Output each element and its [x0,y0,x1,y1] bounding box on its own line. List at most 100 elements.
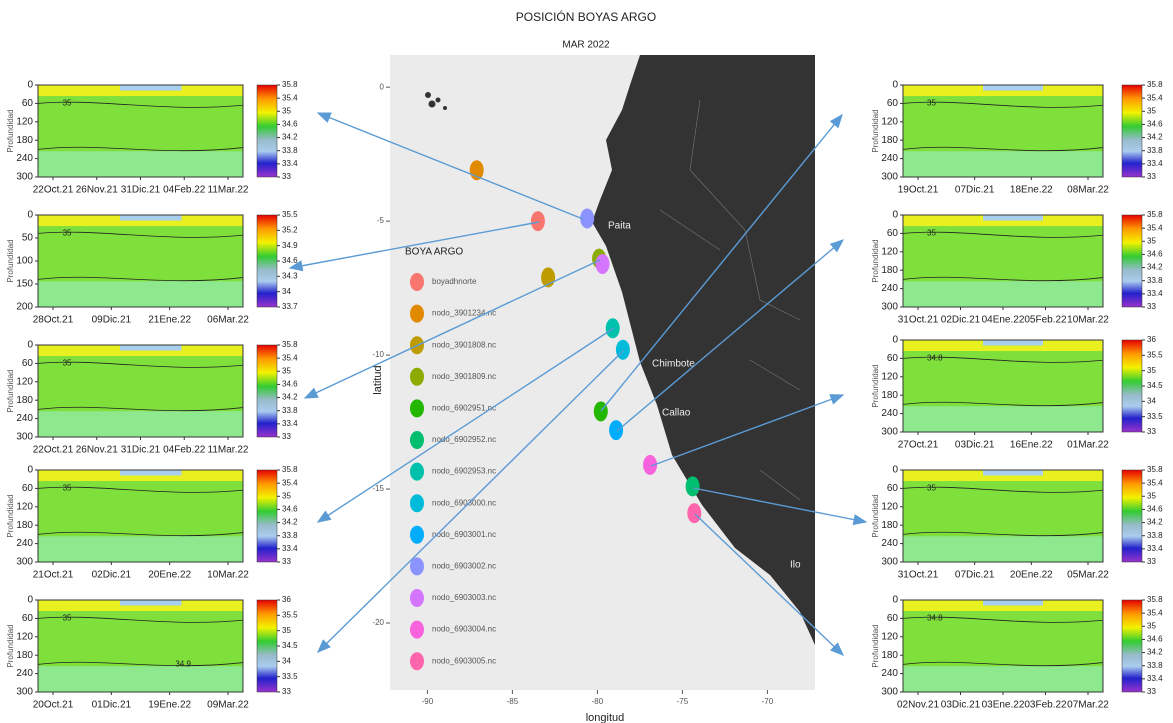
field-deep [903,151,1103,177]
contour-label: 35 [927,484,936,493]
legend-label: nodo_6903003.nc [432,593,496,602]
legend-swatch [410,368,424,386]
x-tick-label: 26Nov.21 [76,445,119,456]
colorbar-label: 35.4 [1147,478,1163,487]
contour-label: 34.9 [175,660,191,669]
y-tick-label: 120 [16,631,33,642]
depth-section-panel: 35060120180240300Profundidad22Oct.2126No… [6,80,298,196]
x-tick-label: -70 [762,697,774,706]
x-tick-label: 07Mar.22 [1067,700,1109,711]
y-axis-label: latitud [372,365,384,394]
buoy [531,211,545,231]
y-axis-label: Profundidad [6,239,15,282]
contour-label: 34.8 [927,614,943,623]
x-tick-label: 07Dic.21 [955,570,995,581]
y-tick-label: 120 [881,246,898,257]
x-tick-label: 27Oct.21 [898,440,939,451]
colorbar [1122,215,1142,307]
x-tick-label: 03Feb.22 [1024,700,1067,711]
buoy [596,254,610,274]
y-tick-label: 180 [881,135,898,146]
y-tick-label: 240 [16,668,33,679]
y-tick-label: 240 [881,153,898,164]
colorbar-label: 35 [282,626,291,635]
colorbar-label: 33.5 [282,672,298,681]
y-tick-label: 180 [881,650,898,661]
y-tick-label: 120 [881,631,898,642]
y-axis-label: Profundidad [871,239,880,282]
colorbar-label: 35.5 [282,610,298,619]
contour-label: 34.8 [927,354,943,363]
island [425,92,431,98]
contour-label: 35 [63,484,72,493]
colorbar-label: 35.8 [282,340,298,349]
colorbar-label: 35.4 [282,353,298,362]
colorbar-label: 33.8 [282,531,298,540]
legend-swatch [410,305,424,323]
colorbar-label: 33.4 [1147,544,1163,553]
y-axis-label: Profundidad [6,624,15,667]
y-tick-label: 0 [892,595,898,606]
x-tick-label: 28Oct.21 [33,315,74,326]
y-tick-label: 0 [27,595,33,606]
legend-label: nodo_6902952.nc [432,435,496,444]
colorbar-label: 33.4 [282,159,298,168]
x-tick-label: 16Ene.22 [1010,440,1053,451]
place-label: Callao [662,408,691,419]
legend-swatch [410,652,424,670]
colorbar-label: 34.5 [282,641,298,650]
colorbar-label: 34.2 [282,518,298,527]
x-tick-label: 31Oct.21 [898,570,939,581]
y-tick-label: 0 [27,340,33,351]
x-tick-label: 04Feb.22 [163,185,206,196]
y-tick-label: 0 [27,465,33,476]
y-tick-label: 180 [881,390,898,401]
y-tick-label: 180 [16,135,33,146]
colorbar-label: 35.4 [1147,608,1163,617]
place-label: Chimbote [652,359,695,370]
colorbar-label: 35.4 [282,93,298,102]
depth-section-panel: 35060120180240300Profundidad31Oct.2107Di… [871,465,1163,581]
colorbar-label: 35.8 [1147,80,1163,89]
y-tick-label: 180 [16,520,33,531]
y-tick-label: 180 [881,265,898,276]
colorbar-label: 35.4 [282,478,298,487]
colorbar-label: 34 [1147,396,1156,405]
y-tick-label: 120 [16,116,33,127]
y-tick-label: 180 [16,395,33,406]
colorbar-label: 35 [282,366,291,375]
legend-label: nodo_6903000.nc [432,498,496,507]
y-tick-label: 50 [22,233,34,244]
y-tick-label: 60 [887,98,899,109]
y-tick-label: 120 [16,501,33,512]
y-axis-label: Profundidad [6,494,15,537]
colorbar-label: 33 [282,172,291,181]
title: POSICIÓN BOYAS ARGO [516,9,656,24]
y-tick-label: 300 [881,427,898,438]
y-tick-label: 300 [16,557,33,568]
colorbar-label: 36 [1147,335,1156,344]
colorbar [257,345,277,437]
colorbar-label: 33.8 [1147,531,1163,540]
colorbar-label: 35.4 [1147,93,1163,102]
legend-swatch [410,399,424,417]
x-tick-label: 19Ene.22 [148,700,191,711]
x-tick-label: 18Ene.22 [1010,185,1053,196]
y-tick-label: 60 [22,358,34,369]
x-tick-label: 26Nov.21 [76,185,119,196]
colorbar [1122,600,1142,692]
x-tick-label: 31Dic.21 [121,445,161,456]
y-tick-label: 120 [16,376,33,387]
y-tick-label: -5 [377,216,385,225]
field-deep [38,536,243,562]
colorbar-label: 33 [1147,427,1156,436]
buoy [609,420,623,440]
x-tick-label: 03Ene.22 [982,700,1025,711]
colorbar-label: 35 [1147,236,1156,245]
depth-section-panel: 35050100150200Profundidad28Oct.2109Dic.2… [6,210,298,326]
buoy [687,503,701,523]
x-tick-label: 20Ene.22 [148,570,191,581]
subtitle: MAR 2022 [562,40,610,51]
field-surface-2 [983,215,1043,221]
